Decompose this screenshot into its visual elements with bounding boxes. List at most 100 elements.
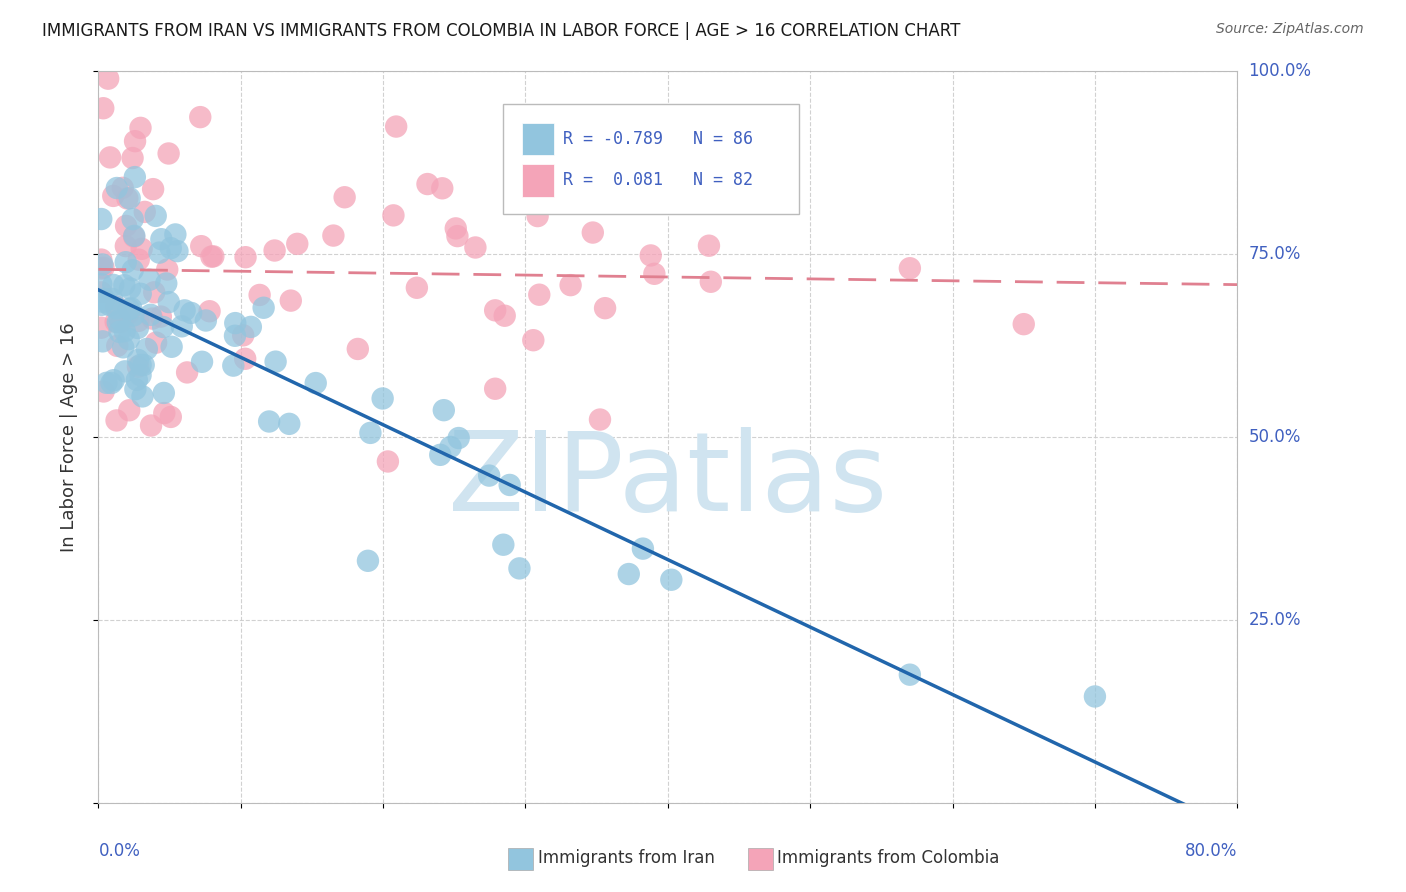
Point bbox=[191, 355, 214, 369]
Point bbox=[129, 120, 152, 135]
Point bbox=[139, 308, 162, 322]
Point bbox=[127, 359, 149, 374]
Point bbox=[166, 244, 188, 259]
Point bbox=[416, 177, 439, 191]
Point bbox=[115, 219, 138, 233]
Point bbox=[385, 120, 408, 134]
Point bbox=[124, 382, 146, 396]
Point bbox=[100, 376, 122, 390]
Point bbox=[105, 300, 128, 314]
Point bbox=[96, 376, 118, 390]
Point bbox=[278, 417, 301, 431]
Point bbox=[143, 285, 166, 300]
Point bbox=[90, 298, 112, 312]
Text: Immigrants from Iran: Immigrants from Iran bbox=[538, 848, 714, 867]
Point bbox=[110, 315, 132, 329]
Point bbox=[121, 263, 143, 277]
Point bbox=[484, 303, 506, 318]
Text: 0.0%: 0.0% bbox=[98, 842, 141, 860]
Point bbox=[898, 667, 921, 681]
Point bbox=[160, 340, 183, 354]
Point bbox=[305, 376, 328, 390]
Point bbox=[433, 403, 456, 417]
Point bbox=[152, 320, 174, 334]
Text: 75.0%: 75.0% bbox=[1249, 245, 1301, 263]
Point bbox=[103, 373, 125, 387]
Point bbox=[135, 342, 157, 356]
Point bbox=[153, 406, 176, 420]
Point bbox=[134, 205, 156, 219]
FancyBboxPatch shape bbox=[503, 104, 799, 214]
Point bbox=[159, 241, 181, 255]
Text: IMMIGRANTS FROM IRAN VS IMMIGRANTS FROM COLOMBIA IN LABOR FORCE | AGE > 16 CORRE: IMMIGRANTS FROM IRAN VS IMMIGRANTS FROM … bbox=[42, 22, 960, 40]
Point bbox=[700, 275, 723, 289]
FancyBboxPatch shape bbox=[522, 164, 554, 197]
Point bbox=[93, 260, 115, 275]
Point bbox=[120, 281, 142, 295]
Point bbox=[98, 150, 121, 164]
Point bbox=[640, 248, 662, 262]
Point bbox=[464, 240, 486, 254]
Point bbox=[322, 228, 344, 243]
Point bbox=[98, 298, 121, 312]
Point bbox=[382, 208, 405, 222]
Point bbox=[141, 311, 163, 326]
Point bbox=[117, 191, 139, 205]
Point bbox=[148, 245, 170, 260]
Text: ZIPatlas: ZIPatlas bbox=[449, 427, 887, 534]
Point bbox=[145, 209, 167, 223]
Point bbox=[589, 412, 612, 426]
Point bbox=[499, 478, 522, 492]
Point bbox=[124, 170, 146, 185]
Point bbox=[127, 321, 149, 335]
Point bbox=[697, 238, 720, 252]
Point bbox=[118, 301, 141, 316]
Point bbox=[593, 301, 616, 315]
Point bbox=[224, 328, 246, 343]
Point bbox=[128, 252, 150, 267]
Point bbox=[285, 236, 308, 251]
Point bbox=[176, 366, 198, 380]
Point bbox=[121, 212, 143, 227]
Point bbox=[91, 334, 114, 349]
Point bbox=[91, 257, 114, 271]
Point bbox=[153, 386, 176, 401]
Text: 50.0%: 50.0% bbox=[1249, 428, 1301, 446]
Point bbox=[114, 324, 136, 338]
Point bbox=[159, 409, 181, 424]
Point bbox=[103, 277, 125, 292]
Point bbox=[121, 151, 143, 165]
Text: Immigrants from Colombia: Immigrants from Colombia bbox=[778, 848, 1000, 867]
Point bbox=[1084, 690, 1107, 704]
Point bbox=[142, 182, 165, 196]
Point bbox=[157, 295, 180, 310]
Point bbox=[108, 325, 131, 339]
Point bbox=[631, 541, 654, 556]
Point bbox=[239, 319, 262, 334]
Text: 100.0%: 100.0% bbox=[1249, 62, 1312, 80]
Point bbox=[222, 359, 245, 373]
Point bbox=[97, 71, 120, 86]
Point bbox=[194, 313, 217, 327]
Point bbox=[188, 110, 211, 124]
Point bbox=[165, 227, 187, 242]
Point bbox=[90, 252, 112, 267]
Point bbox=[125, 373, 148, 387]
Point bbox=[526, 209, 548, 223]
Point bbox=[149, 310, 172, 324]
Point bbox=[91, 101, 114, 115]
Point bbox=[371, 392, 394, 406]
Point bbox=[444, 221, 467, 235]
Point bbox=[173, 303, 195, 318]
Point bbox=[124, 228, 146, 243]
Point bbox=[105, 181, 128, 195]
Point bbox=[90, 277, 112, 292]
Text: 25.0%: 25.0% bbox=[1249, 611, 1301, 629]
Point bbox=[105, 339, 128, 353]
Point bbox=[170, 319, 193, 334]
Point bbox=[264, 354, 287, 368]
Point bbox=[145, 335, 167, 350]
FancyBboxPatch shape bbox=[748, 848, 773, 870]
Point bbox=[138, 273, 160, 287]
Point bbox=[200, 250, 222, 264]
